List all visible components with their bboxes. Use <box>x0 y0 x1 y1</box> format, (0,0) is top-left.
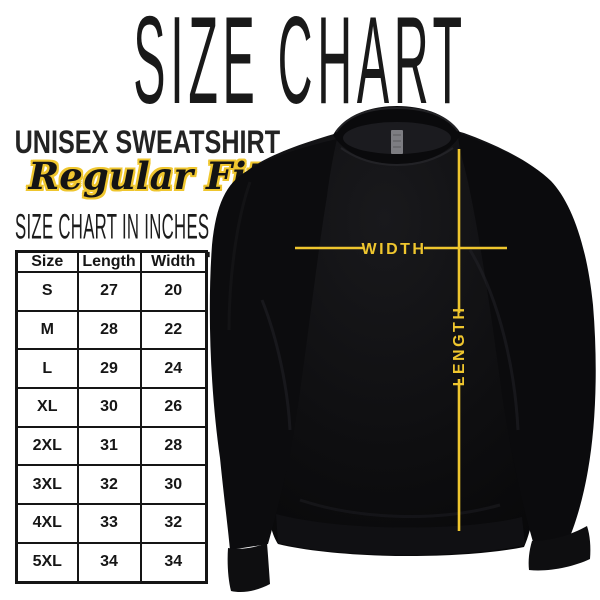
fit-label: Regular Fit <box>28 154 264 198</box>
width-cell: 24 <box>139 348 208 390</box>
width-cell: 22 <box>139 309 208 351</box>
length-cell: 31 <box>76 425 142 467</box>
right-cuff <box>528 526 591 571</box>
collar-seam <box>340 147 454 167</box>
size-cell: 4XL <box>15 503 79 544</box>
length-cell: 32 <box>76 464 142 506</box>
size-cell: 3XL <box>15 464 79 506</box>
size-cell: 2XL <box>15 425 79 467</box>
width-label: WIDTH <box>362 241 427 258</box>
width-cell: 28 <box>139 425 208 467</box>
length-cell: 34 <box>76 541 142 584</box>
table-row: 4XL 33 32 <box>15 503 208 544</box>
size-cell: 5XL <box>15 541 79 584</box>
product-name: UNISEX SWEATSHIRT <box>14 124 281 160</box>
length-cell: 30 <box>76 387 142 428</box>
fold-shading <box>227 181 520 518</box>
right-sleeve <box>458 133 596 542</box>
table-row: 2XL 31 28 <box>15 425 208 467</box>
width-cell: 34 <box>139 541 208 584</box>
collar-tag <box>391 130 403 154</box>
width-cell: 30 <box>139 464 208 506</box>
hem-band <box>276 514 525 555</box>
sweatshirt-body <box>246 123 554 557</box>
column-header-length: Length <box>76 250 142 273</box>
length-cell: 27 <box>76 271 142 312</box>
size-table: Size Length Width S 27 20 M 28 22 L 29 2… <box>15 250 208 584</box>
left-sleeve <box>209 139 337 550</box>
length-label: LENGTH <box>451 306 468 387</box>
size-cell: M <box>15 309 79 351</box>
left-cuff <box>227 543 270 593</box>
table-row: 5XL 34 34 <box>15 541 208 584</box>
size-cell: S <box>15 271 79 312</box>
length-cell: 29 <box>76 348 142 390</box>
collar-rib <box>335 106 459 133</box>
length-cell: 28 <box>76 309 142 351</box>
width-cell: 26 <box>139 387 208 428</box>
table-row: XL 30 26 <box>15 387 208 428</box>
size-cell: L <box>15 348 79 390</box>
width-cell: 32 <box>139 503 208 544</box>
table-row: 3XL 32 30 <box>15 464 208 506</box>
table-row: L 29 24 <box>15 348 208 390</box>
table-row: M 28 22 <box>15 309 208 351</box>
width-cell: 20 <box>139 271 208 312</box>
length-cell: 33 <box>76 503 142 544</box>
size-cell: XL <box>15 387 79 428</box>
table-row: S 27 20 <box>15 271 208 312</box>
